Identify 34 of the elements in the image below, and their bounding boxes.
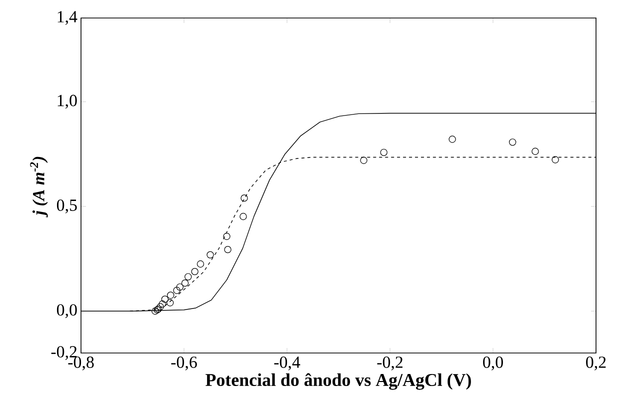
x-tick-label: 0,0 [483, 356, 503, 370]
point [240, 212, 247, 220]
point [152, 308, 159, 315]
y-tick-label: 0,5 [56, 200, 77, 214]
point [240, 194, 248, 202]
point [552, 156, 559, 164]
point [184, 273, 192, 280]
point [166, 299, 174, 306]
point [532, 148, 539, 155]
point [380, 148, 388, 156]
point [360, 156, 368, 164]
point [206, 251, 214, 258]
point [196, 260, 204, 268]
x-tick-label: -0,2 [377, 356, 402, 370]
y-axis-title: j (A m$^{-2}$) [30, 156, 48, 218]
point [223, 232, 230, 240]
point [167, 292, 174, 299]
point [156, 303, 164, 310]
y-tick-label: 1,0 [58, 94, 77, 109]
point [173, 286, 180, 294]
y-tick-label: 1,4 [58, 11, 78, 25]
x-axis-title: Potencial do ânodo vs Ag/AgCl (V) [206, 373, 471, 390]
point [158, 300, 166, 308]
point [191, 268, 198, 276]
point [508, 138, 516, 146]
point [224, 246, 232, 254]
x-tick-label: -0,6 [171, 356, 197, 370]
x-tick-label: -0,4 [274, 356, 300, 370]
point [161, 296, 169, 303]
point [176, 283, 184, 291]
point [181, 279, 189, 287]
point [448, 136, 456, 143]
x-tick-label: 0,2 [586, 356, 606, 370]
y-tick-label: 0,0 [56, 304, 77, 318]
